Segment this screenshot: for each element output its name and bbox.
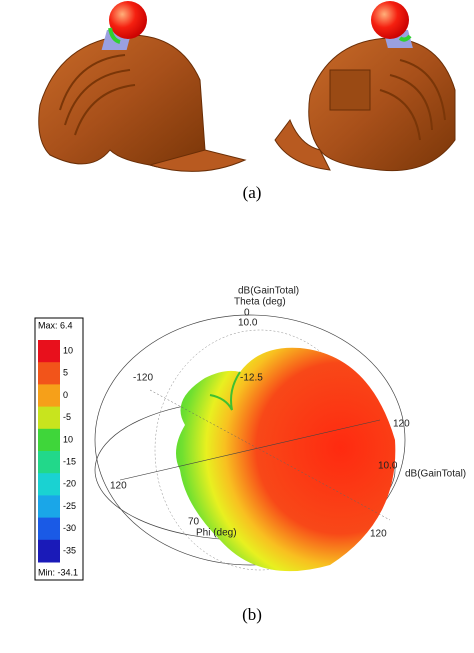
color-scale: 10 5 0 -5 10 -15 -20 -25 -30 -35 (38, 340, 76, 563)
scale-label: -20 (63, 479, 76, 489)
caption-b: (b) (242, 605, 262, 624)
scale-band (38, 451, 60, 474)
label-theta-zero: 0 (244, 308, 250, 319)
scale-band (38, 539, 60, 563)
scale-band (38, 473, 60, 496)
label-quantity-top: dB(GainTotal) (238, 286, 299, 297)
label-mid-value: -12.5 (240, 373, 263, 384)
label-bottom-angle: 120 (370, 529, 387, 540)
scale-label: -15 (63, 456, 76, 466)
radiation-pattern (94, 314, 406, 572)
scale-band (38, 406, 60, 430)
scale-label: -35 (63, 545, 76, 555)
caption-a: (a) (243, 183, 262, 202)
scale-label: 10 (63, 345, 73, 355)
label-left-angle: -120 (133, 373, 153, 384)
scale-label: 5 (63, 368, 68, 378)
scale-band (38, 495, 60, 519)
label-phi: Phi (deg) (196, 528, 237, 539)
scale-band (38, 384, 60, 408)
scale-band (38, 428, 60, 452)
scale-label: -25 (63, 501, 76, 511)
legend-max: Max: 6.4 (38, 320, 73, 330)
label-phi-value: 70 (188, 517, 200, 528)
scale-band (38, 340, 60, 363)
label-quantity-right: dB(GainTotal) (405, 469, 466, 480)
label-right-value: 10.0 (378, 461, 398, 472)
label-right-angle: 120 (393, 419, 410, 430)
helmet-left (38, 1, 247, 172)
scale-band (38, 517, 60, 541)
helmet-right (274, 1, 456, 172)
label-left-low-angle: 120 (110, 481, 127, 492)
label-top-value: 10.0 (238, 318, 258, 329)
scale-label: 0 (63, 390, 68, 400)
scale-label: -30 (63, 523, 76, 533)
scale-band (38, 362, 60, 385)
scale-label: -5 (63, 412, 71, 422)
label-theta: Theta (deg) (234, 297, 286, 308)
legend-min: Min: -34.1 (38, 567, 78, 577)
scale-label: 10 (63, 434, 73, 444)
